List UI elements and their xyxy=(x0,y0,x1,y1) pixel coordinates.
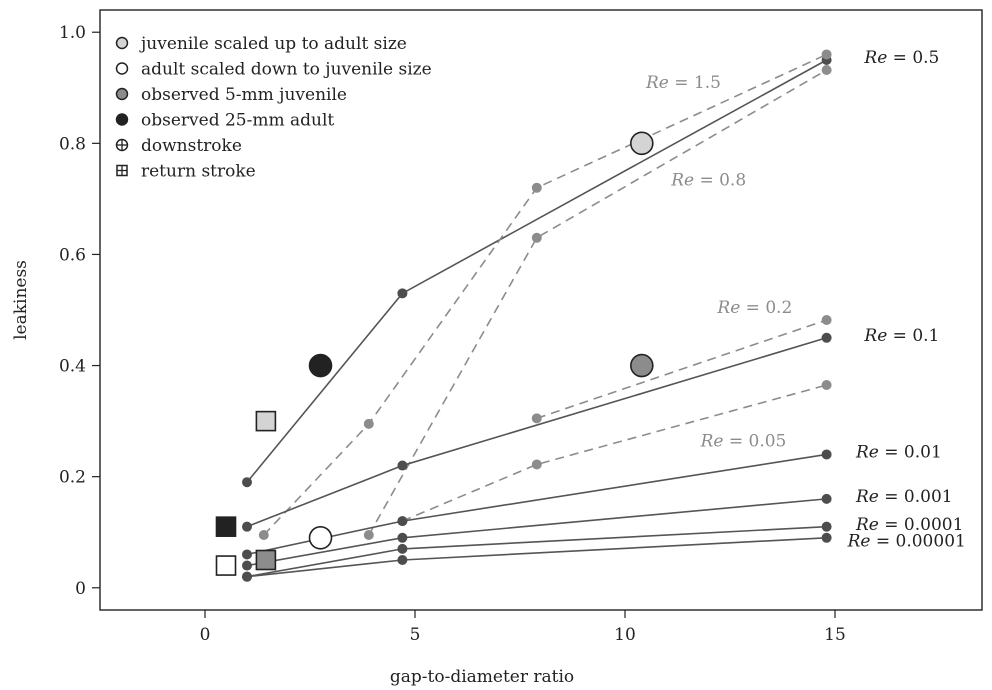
series-line xyxy=(246,498,827,567)
data-point xyxy=(821,65,832,75)
legend-label: observed 25-mm adult xyxy=(141,111,334,131)
axis-layer: 0 5 10 15 0 0.2 0.4 0.6 0.8 1.0 xyxy=(59,23,846,645)
y-tick-label: 0.6 xyxy=(59,245,86,265)
legend-label: adult scaled down to juvenile size xyxy=(141,60,432,80)
legend-label: juvenile scaled up to adult size xyxy=(139,34,407,54)
return-stroke-marker xyxy=(255,549,277,571)
data-point xyxy=(397,460,408,471)
data-point xyxy=(242,549,252,560)
series-label: Re = 0.0001 xyxy=(855,515,963,535)
legend-label: return stroke xyxy=(141,162,256,182)
series-group: Re = 0.01 xyxy=(242,443,942,560)
data-point xyxy=(821,380,832,390)
downstroke-marker xyxy=(629,131,654,156)
y-tick-label: 0.2 xyxy=(59,468,86,488)
series-group: Re = 0.001 xyxy=(242,487,953,571)
data-point xyxy=(258,530,269,540)
y-tick-label: 0 xyxy=(75,579,86,599)
y-axis-title: leakiness xyxy=(11,260,31,340)
data-point xyxy=(397,516,408,527)
legend-label: observed 5-mm juvenile xyxy=(141,85,347,105)
data-point xyxy=(397,532,408,543)
series-group: Re = 0.1 xyxy=(242,326,939,532)
data-point xyxy=(242,521,252,532)
data-point xyxy=(821,449,832,460)
series-group: Re = 0.8 xyxy=(363,65,832,540)
data-point xyxy=(242,571,252,582)
legend: juvenile scaled up to adult size adult sc… xyxy=(115,34,432,182)
legend-item: juvenile scaled up to adult size xyxy=(115,34,407,54)
series-line xyxy=(263,53,827,536)
series-label: Re = 0.8 xyxy=(670,170,746,190)
data-point xyxy=(397,543,408,554)
data-point xyxy=(242,560,252,571)
series-label: Re = 1.5 xyxy=(645,73,721,93)
data-point xyxy=(531,232,542,243)
series-line xyxy=(536,319,827,420)
marker-layer xyxy=(215,131,654,576)
series-label: Re = 0.01 xyxy=(855,443,942,463)
downstroke-marker xyxy=(308,353,333,378)
x-tick-label: 10 xyxy=(614,625,636,645)
series-group: Re = 0.2 xyxy=(531,298,832,424)
series-label: Re = 0.001 xyxy=(855,487,953,507)
data-point xyxy=(397,555,408,565)
series-line xyxy=(402,384,827,522)
data-point xyxy=(821,332,832,343)
plot-frame xyxy=(99,9,983,611)
downstroke-marker xyxy=(629,353,654,378)
legend-item: adult scaled down to juvenile size xyxy=(115,60,432,80)
data-point xyxy=(531,182,542,193)
series-label: Re = 0.00001 xyxy=(847,532,966,552)
downstroke-marker xyxy=(308,525,333,550)
series-group: Re = 0.00001 xyxy=(242,532,966,582)
data-point xyxy=(821,493,832,504)
series-line xyxy=(368,69,828,536)
legend-item: return stroke xyxy=(116,162,256,182)
return-stroke-marker xyxy=(215,555,237,576)
data-point xyxy=(531,459,542,470)
legend-swatch xyxy=(115,36,129,50)
data-point xyxy=(821,315,832,325)
return-stroke-marker xyxy=(215,516,237,537)
data-point xyxy=(821,49,832,60)
x-tick-label: 15 xyxy=(824,625,846,645)
legend-item: observed 25-mm adult xyxy=(115,111,334,131)
x-tick-label: 5 xyxy=(410,625,421,645)
series-line xyxy=(246,536,827,578)
legend-swatch xyxy=(115,62,129,75)
x-tick-label: 0 xyxy=(200,625,211,645)
series-label: Re = 0.05 xyxy=(700,432,787,452)
data-point xyxy=(242,477,252,488)
x-axis-title: gap-to-diameter ratio xyxy=(390,667,574,687)
data-point xyxy=(821,532,832,543)
series-group: Re = 0.05 xyxy=(397,380,832,527)
legend-swatch xyxy=(115,113,129,126)
data-point xyxy=(363,530,374,540)
series-label: Re = 0.5 xyxy=(863,48,939,68)
series-line xyxy=(246,525,827,578)
data-point xyxy=(397,288,408,299)
y-tick-label: 1.0 xyxy=(59,23,86,43)
data-point xyxy=(821,521,832,532)
series-group: Re = 0.5 xyxy=(242,48,939,488)
legend-item: downstroke xyxy=(115,136,242,156)
series-label: Re = 0.2 xyxy=(716,298,792,318)
return-stroke-marker xyxy=(255,410,277,432)
legend-swatch xyxy=(115,87,129,101)
legend-item: observed 5-mm juvenile xyxy=(115,85,347,105)
series-layer: Re = 0.5 Re = 1.5 Re = 0.8 Re = 0.1 Re = 0.2… xyxy=(242,48,966,582)
data-point xyxy=(363,418,374,429)
y-tick-label: 0.8 xyxy=(59,134,86,154)
data-point xyxy=(531,413,542,424)
series-group: Re = 1.5 xyxy=(258,49,832,540)
legend-label: downstroke xyxy=(141,136,242,156)
y-tick-label: 0.4 xyxy=(59,357,86,377)
series-label: Re = 0.1 xyxy=(863,326,939,346)
